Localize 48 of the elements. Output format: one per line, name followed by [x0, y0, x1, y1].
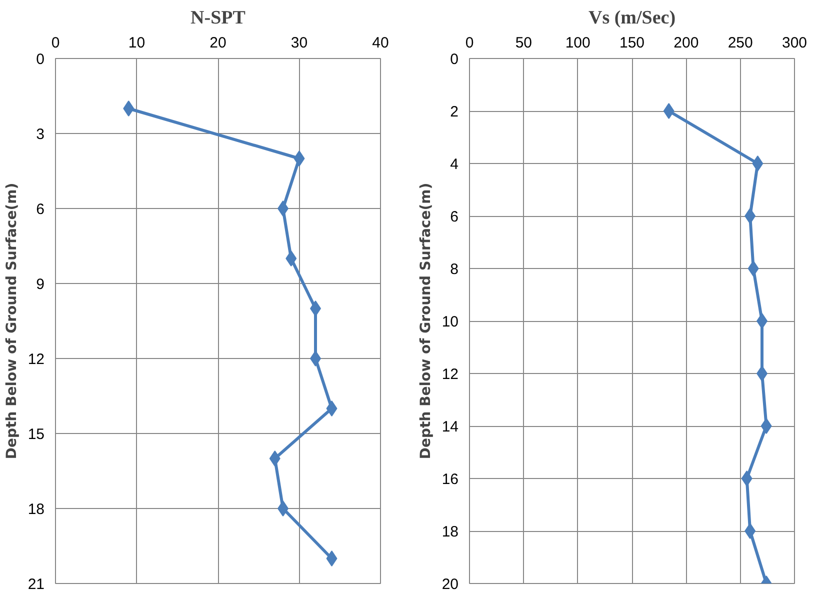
- point: [748, 260, 759, 276]
- chart-title: N-SPT: [190, 8, 246, 28]
- x-tick-label: 50: [515, 34, 532, 52]
- y-tick-label: 18: [442, 524, 459, 540]
- y-tick-label: 9: [36, 276, 44, 293]
- point: [326, 400, 338, 416]
- y-tick-label: 2: [450, 104, 458, 120]
- y-tick-label: 18: [28, 501, 45, 518]
- x-tick-label: 250: [728, 34, 753, 52]
- x-tick-label: 0: [465, 34, 474, 52]
- x-tick-label: 100: [565, 34, 590, 52]
- x-tick-label: 40: [372, 34, 389, 52]
- x-tick-label: 30: [290, 34, 308, 52]
- point: [326, 550, 338, 566]
- x-tick-label: 200: [674, 34, 699, 52]
- y-tick-label: 14: [442, 418, 459, 436]
- y-tick-label: 4: [450, 156, 458, 173]
- chart-title: Vs (m/Sec): [588, 8, 676, 28]
- y-tick-label: 6: [450, 208, 458, 226]
- y-tick-label: 21: [28, 576, 45, 593]
- point: [286, 250, 297, 266]
- y-tick-label: 12: [442, 366, 459, 383]
- y-tick-label: 8: [450, 261, 458, 278]
- x-tick-label: 150: [619, 34, 645, 52]
- y-tick-label: 12: [28, 351, 45, 368]
- y-axis-title: Depth Below of Ground Surface(m): [4, 182, 20, 460]
- y-axis-title: Depth Below of Ground Surface(m): [418, 182, 434, 460]
- x-tick-label: 20: [210, 34, 226, 52]
- y-tick-label: 3: [36, 126, 44, 143]
- point: [663, 103, 674, 119]
- point: [123, 100, 134, 116]
- y-tick-label: 16: [442, 471, 459, 488]
- x-tick-label: 300: [782, 34, 808, 52]
- point: [752, 156, 764, 172]
- y-tick-label: 0: [36, 51, 44, 68]
- y-tick-label: 0: [450, 51, 458, 68]
- point: [294, 150, 305, 166]
- x-tick-label: 0: [51, 34, 60, 52]
- point: [744, 208, 756, 224]
- point: [269, 450, 280, 466]
- y-tick-label: 15: [28, 426, 45, 443]
- x-tick-label: 10: [128, 34, 146, 52]
- y-tick-label: 10: [442, 314, 459, 330]
- point: [760, 418, 772, 434]
- point: [741, 470, 752, 486]
- y-tick-label: 20: [442, 576, 459, 593]
- point: [744, 523, 756, 539]
- y-tick-label: 6: [36, 201, 44, 218]
